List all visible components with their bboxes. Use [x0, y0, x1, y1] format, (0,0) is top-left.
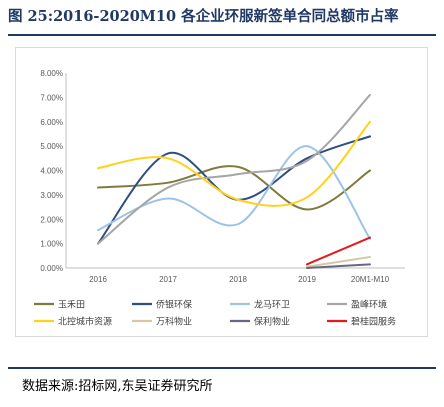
legend-item: 龙马环卫 — [230, 299, 290, 311]
legend-item: 北控城市资源 — [34, 316, 112, 328]
y-tick-label: 6.00% — [40, 118, 63, 127]
y-tick-label: 7.00% — [40, 93, 63, 102]
x-tick-label: 2019 — [298, 275, 316, 284]
series-line-5 — [97, 120, 371, 207]
legend-label: 玉禾田 — [58, 300, 85, 311]
legend-label: 侨银环保 — [156, 299, 192, 311]
source-note: 数据来源:招标网,东吴证券研究所 — [22, 379, 213, 394]
y-tick-label: 5.00% — [40, 142, 63, 151]
legend-label: 北控城市资源 — [58, 316, 112, 328]
chart-frame — [15, 47, 428, 337]
legend-item: 万科物业 — [132, 316, 192, 328]
y-tick-label: 0.00% — [40, 264, 63, 273]
y-tick-label: 4.00% — [40, 167, 63, 176]
series-line-3 — [97, 145, 371, 240]
series-line-1 — [97, 165, 371, 211]
legend-label: 保利物业 — [254, 316, 290, 328]
title-rule — [8, 34, 436, 36]
legend-label: 盈峰环境 — [351, 299, 387, 311]
figure-title: 图 25:2016-2020M10 各企业环服新签单合同总额市占率 — [8, 8, 399, 25]
legend-label: 碧桂园服务 — [351, 316, 396, 328]
legend-label: 万科物业 — [156, 316, 192, 328]
y-tick-label: 2.00% — [40, 215, 63, 224]
legend-item: 碧桂园服务 — [327, 316, 396, 328]
legend-item: 侨银环保 — [132, 299, 192, 311]
source-rule — [8, 367, 436, 369]
series-line-4 — [97, 93, 371, 245]
x-tick-label: 2016 — [89, 275, 107, 284]
y-tick-label: 8.00% — [40, 69, 63, 78]
series-line-2 — [97, 135, 371, 245]
x-tick-label: 20M1-M10 — [351, 275, 390, 284]
legend-item: 盈峰环境 — [327, 299, 387, 311]
legend-item: 保利物业 — [230, 316, 290, 328]
series-lines — [97, 93, 371, 269]
series-line-6 — [306, 256, 371, 268]
series-line-7 — [306, 263, 371, 269]
legend-label: 龙马环卫 — [254, 299, 290, 311]
y-tick-label: 1.00% — [40, 240, 63, 249]
y-tick-label: 3.00% — [40, 191, 63, 200]
legend-item: 玉禾田 — [34, 300, 85, 311]
series-line-8 — [306, 236, 371, 266]
x-tick-label: 2017 — [159, 275, 177, 284]
x-tick-label: 2018 — [229, 275, 247, 284]
